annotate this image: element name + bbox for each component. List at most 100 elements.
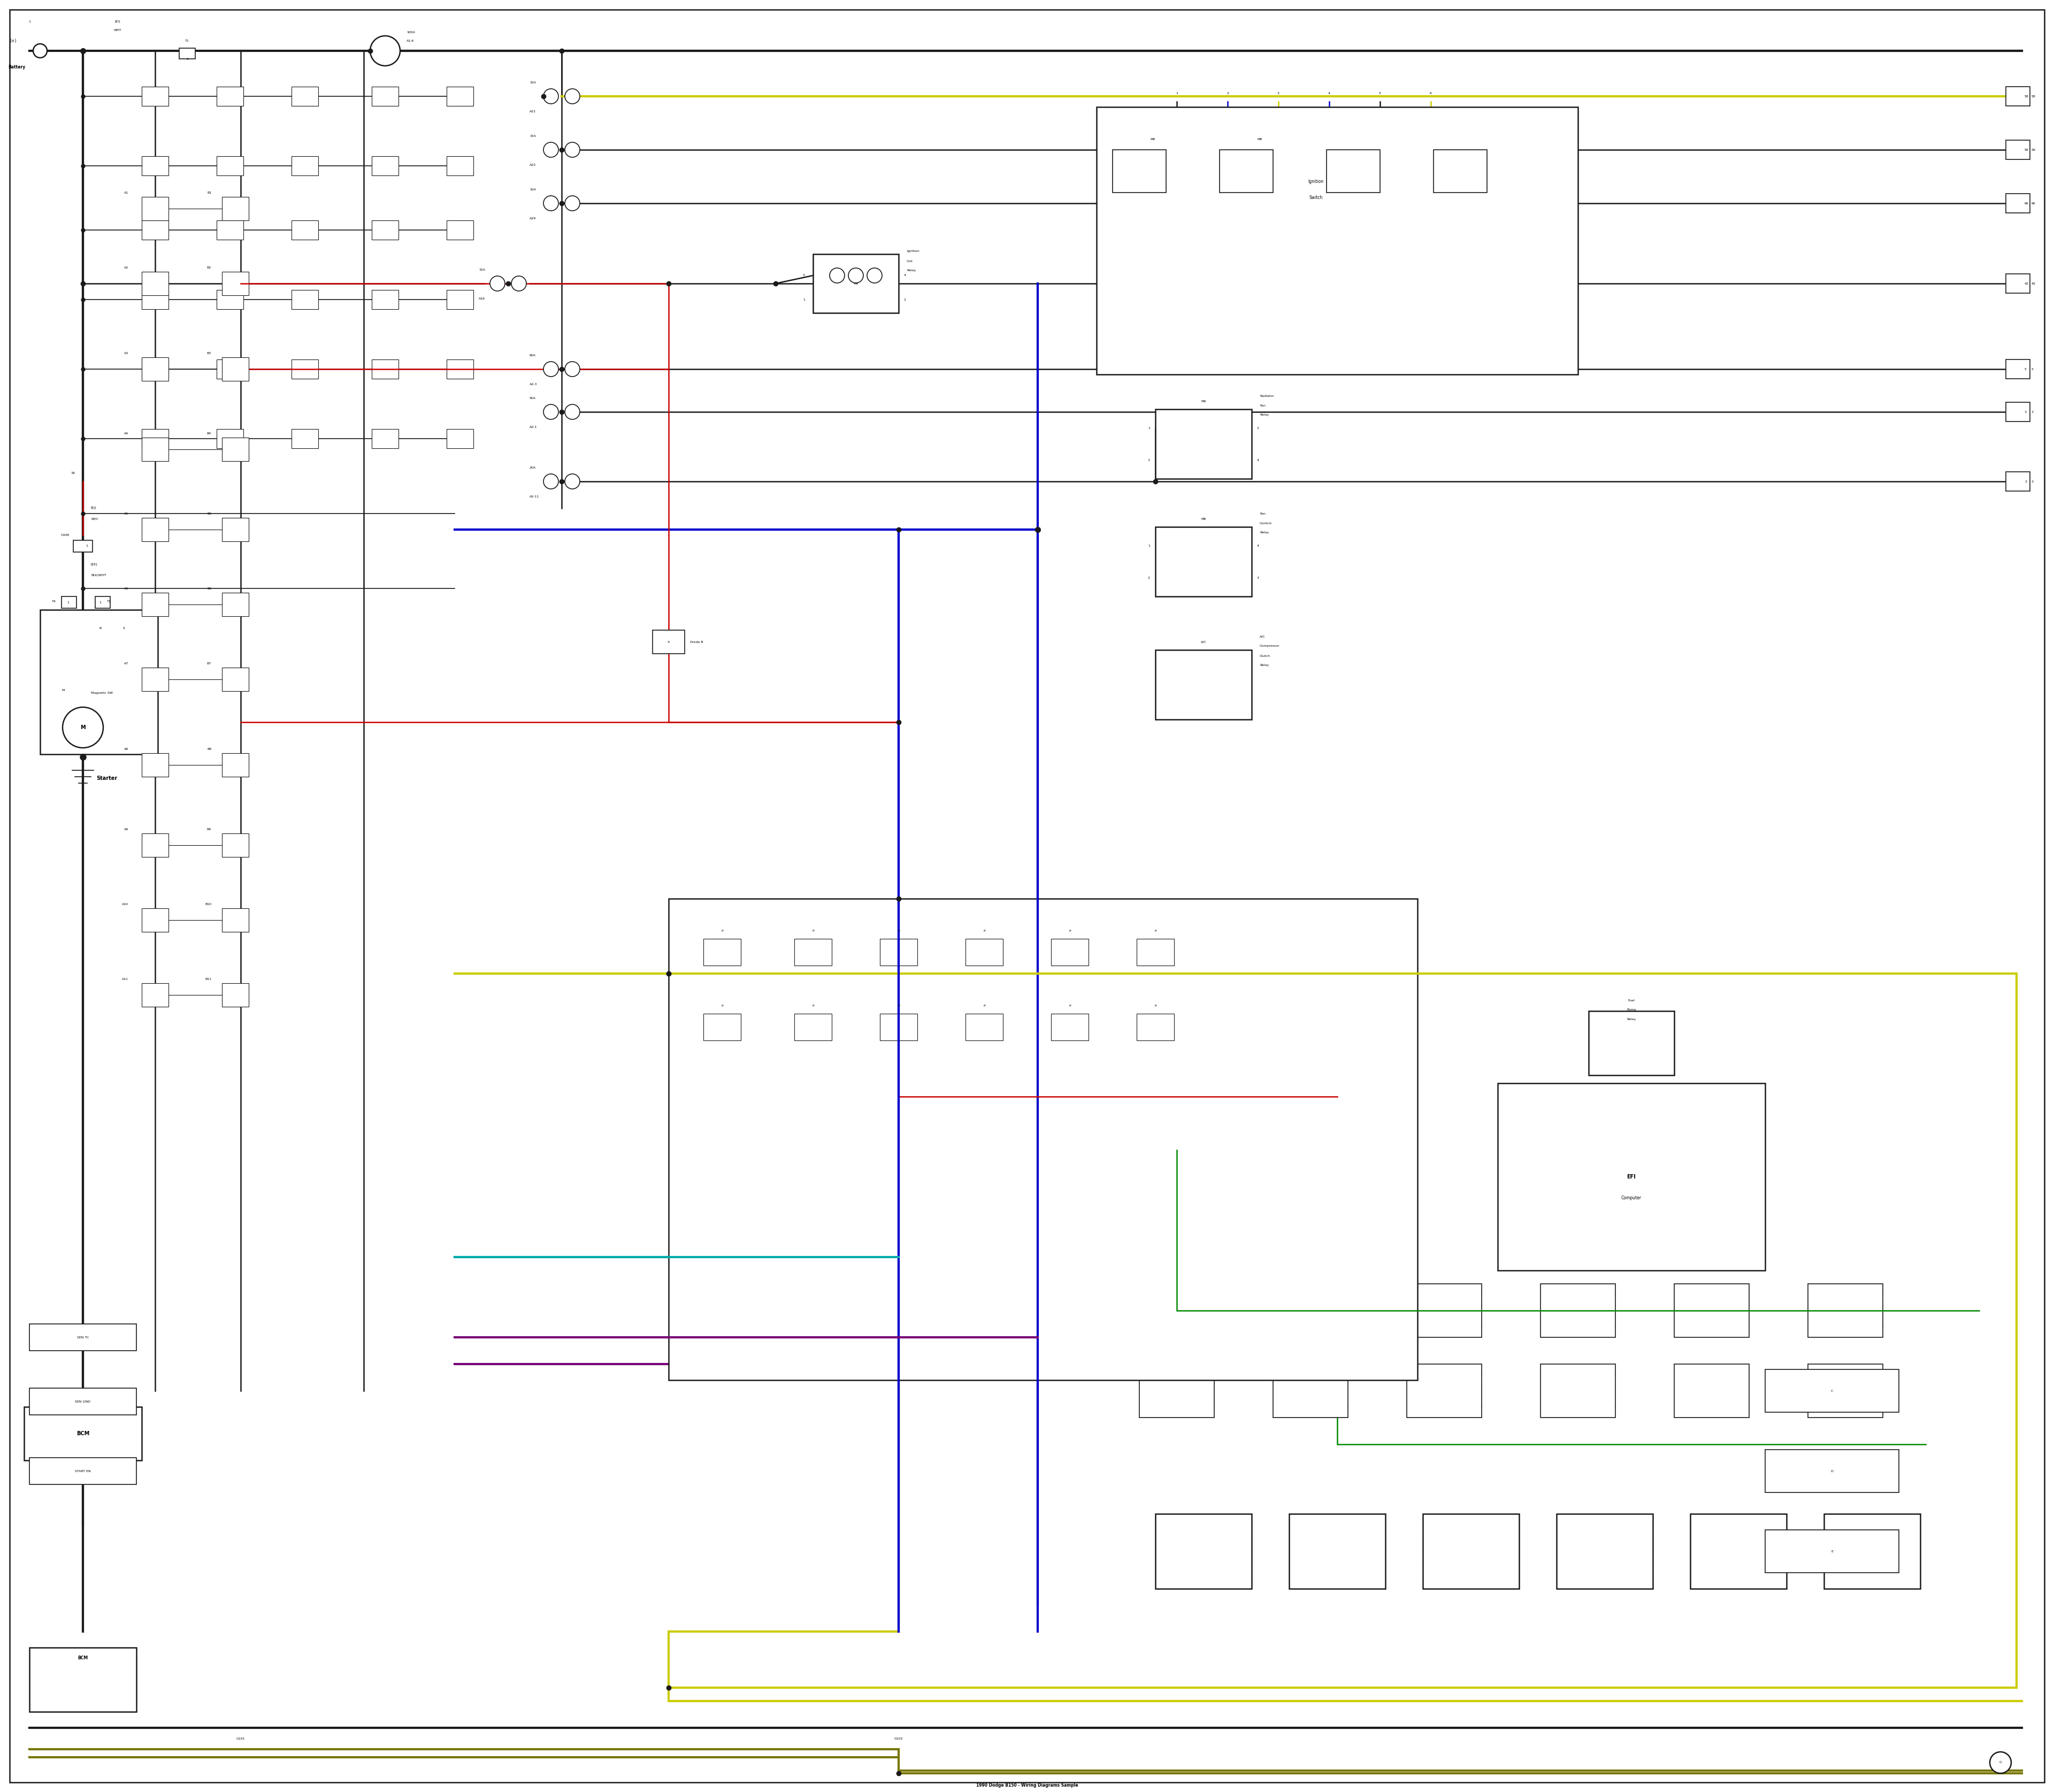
Text: 59: 59 — [2025, 149, 2029, 151]
Bar — [1808, 1364, 1884, 1417]
Text: M8: M8 — [1202, 518, 1206, 520]
Text: 1: 1 — [1148, 545, 1150, 547]
Bar — [142, 518, 168, 541]
Bar — [446, 156, 472, 176]
Text: (+): (+) — [10, 39, 16, 43]
Circle shape — [370, 36, 401, 66]
Text: M: M — [62, 688, 64, 692]
Text: EFI: EFI — [1627, 1174, 1635, 1179]
Text: 1: 1 — [1148, 426, 1150, 430]
Bar — [372, 290, 398, 310]
Text: S: S — [123, 627, 125, 629]
Text: B1: B1 — [207, 192, 212, 194]
Text: A9: A9 — [123, 828, 127, 830]
Text: Fan: Fan — [1259, 513, 1265, 514]
Bar — [1273, 1283, 1347, 1337]
Text: A10: A10 — [121, 903, 127, 905]
Bar — [1154, 650, 1251, 719]
Bar — [1052, 1014, 1089, 1041]
Bar — [216, 156, 242, 176]
Text: 1: 1 — [68, 600, 70, 604]
Circle shape — [565, 90, 579, 104]
Bar — [29, 1457, 136, 1484]
Text: 1: 1 — [1175, 91, 1177, 95]
Circle shape — [544, 405, 559, 419]
Circle shape — [565, 362, 579, 376]
Bar — [1540, 1364, 1614, 1417]
Text: BCM: BCM — [76, 1432, 90, 1435]
Bar — [702, 1014, 741, 1041]
Text: Fan: Fan — [1259, 405, 1265, 407]
Text: B: B — [99, 627, 101, 629]
Bar — [372, 220, 398, 240]
Text: C408: C408 — [62, 534, 70, 536]
Text: 5: 5 — [2025, 367, 2027, 371]
Text: 15A: 15A — [530, 134, 536, 138]
Text: 42: 42 — [2031, 281, 2036, 285]
Bar — [1674, 1364, 1750, 1417]
Bar — [1154, 527, 1251, 597]
Text: A29: A29 — [530, 217, 536, 220]
Bar — [446, 86, 472, 106]
Bar — [1113, 151, 1167, 192]
Bar — [216, 86, 242, 106]
Bar — [879, 939, 918, 966]
Circle shape — [565, 405, 579, 419]
Text: BLK/WHT: BLK/WHT — [90, 573, 107, 577]
Circle shape — [511, 276, 526, 290]
Text: 4: 4 — [1329, 91, 1331, 95]
Text: 1: 1 — [86, 545, 88, 548]
Bar — [292, 428, 318, 448]
Bar — [1154, 409, 1251, 478]
Bar — [222, 197, 249, 220]
Bar — [1220, 151, 1273, 192]
Text: A11: A11 — [121, 978, 127, 980]
Bar — [702, 939, 741, 966]
Bar — [879, 1014, 918, 1041]
Text: 2: 2 — [2031, 480, 2033, 482]
Bar — [216, 428, 242, 448]
Bar — [795, 1014, 832, 1041]
Text: A2: A2 — [123, 267, 127, 269]
Text: A2-3: A2-3 — [530, 383, 538, 385]
Bar — [670, 898, 1417, 1380]
Bar — [62, 597, 76, 607]
Text: Relay: Relay — [1259, 532, 1269, 534]
Text: A8: A8 — [123, 747, 127, 751]
Bar — [142, 86, 168, 106]
Bar — [142, 290, 168, 310]
Text: [EJ]: [EJ] — [90, 507, 97, 509]
Text: A21: A21 — [530, 109, 536, 113]
Text: 5: 5 — [1378, 91, 1380, 95]
Bar — [1540, 1283, 1614, 1337]
Bar — [1052, 939, 1089, 966]
Text: C: C — [1830, 1389, 1832, 1392]
Bar — [222, 272, 249, 296]
Text: B7: B7 — [207, 661, 212, 665]
Bar — [142, 984, 168, 1007]
Circle shape — [544, 195, 559, 211]
Text: Battery: Battery — [8, 65, 25, 70]
Text: 50A: 50A — [530, 398, 536, 400]
Text: 2: 2 — [1226, 91, 1228, 95]
Text: T4: T4 — [51, 600, 55, 604]
Text: B6: B6 — [207, 588, 212, 590]
Text: G101: G101 — [236, 1736, 244, 1740]
Bar — [292, 290, 318, 310]
Text: B3: B3 — [207, 351, 212, 355]
Bar — [1808, 1283, 1884, 1337]
Text: M9: M9 — [1202, 400, 1206, 403]
Text: [EE]: [EE] — [90, 563, 99, 566]
Text: 4: 4 — [1257, 545, 1259, 547]
Bar — [292, 156, 318, 176]
Bar — [1407, 1283, 1481, 1337]
Bar — [142, 357, 168, 382]
Text: A1-6: A1-6 — [407, 39, 415, 43]
Bar — [372, 156, 398, 176]
Bar — [222, 909, 249, 932]
Bar — [1140, 1283, 1214, 1337]
Text: Ignition: Ignition — [906, 251, 920, 253]
Text: Compressor: Compressor — [1259, 645, 1280, 647]
Text: 1: 1 — [99, 600, 101, 604]
Bar — [446, 290, 472, 310]
